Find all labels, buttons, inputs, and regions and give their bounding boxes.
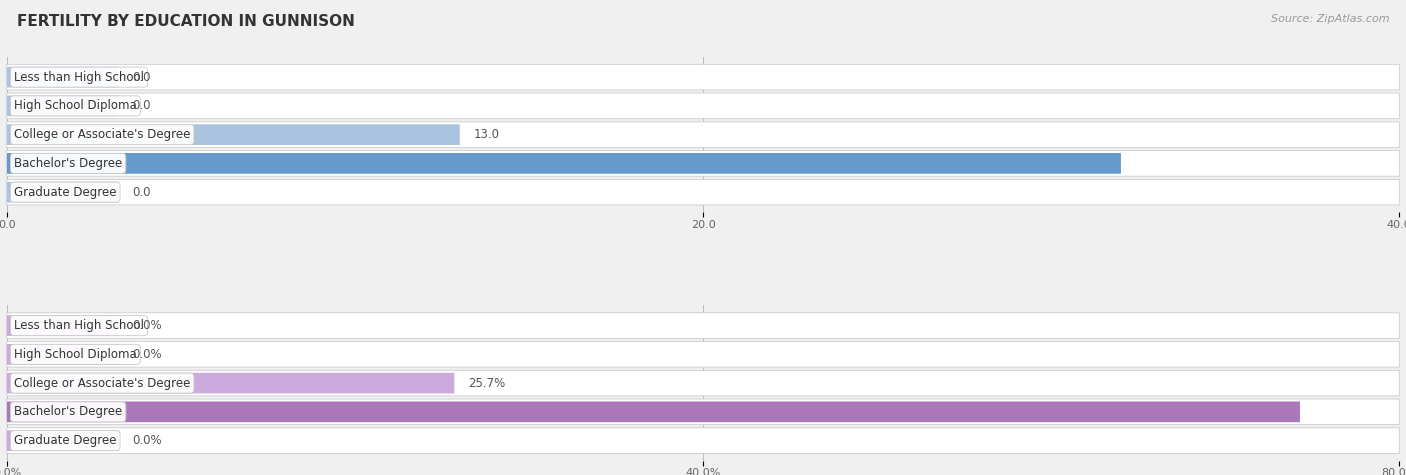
Text: 0.0: 0.0 [132, 186, 150, 199]
Text: Bachelor's Degree: Bachelor's Degree [14, 157, 122, 170]
FancyBboxPatch shape [7, 342, 1399, 367]
Text: 0.0: 0.0 [132, 99, 150, 113]
FancyBboxPatch shape [7, 64, 1399, 90]
Text: 25.7%: 25.7% [468, 377, 505, 389]
FancyBboxPatch shape [7, 428, 1399, 454]
FancyBboxPatch shape [7, 151, 1399, 176]
FancyBboxPatch shape [7, 401, 1301, 422]
FancyBboxPatch shape [7, 180, 1399, 205]
FancyBboxPatch shape [7, 153, 1121, 174]
FancyBboxPatch shape [7, 344, 118, 365]
FancyBboxPatch shape [7, 182, 118, 202]
FancyBboxPatch shape [7, 313, 1399, 338]
Text: Less than High School: Less than High School [14, 71, 143, 84]
Text: 32.0: 32.0 [1355, 157, 1385, 170]
Text: College or Associate's Degree: College or Associate's Degree [14, 377, 190, 389]
Text: High School Diploma: High School Diploma [14, 348, 136, 361]
FancyBboxPatch shape [7, 122, 1399, 147]
Text: 0.0%: 0.0% [132, 319, 162, 332]
Text: 0.0%: 0.0% [132, 348, 162, 361]
FancyBboxPatch shape [7, 67, 118, 87]
FancyBboxPatch shape [7, 95, 118, 116]
Text: 13.0: 13.0 [474, 128, 499, 141]
FancyBboxPatch shape [7, 399, 1399, 425]
Text: 0.0%: 0.0% [132, 434, 162, 447]
FancyBboxPatch shape [7, 124, 460, 145]
Text: Bachelor's Degree: Bachelor's Degree [14, 405, 122, 418]
Text: 74.3%: 74.3% [1344, 405, 1385, 418]
FancyBboxPatch shape [7, 93, 1399, 119]
FancyBboxPatch shape [7, 370, 1399, 396]
Text: Less than High School: Less than High School [14, 319, 143, 332]
Text: Graduate Degree: Graduate Degree [14, 434, 117, 447]
FancyBboxPatch shape [7, 373, 454, 393]
Text: High School Diploma: High School Diploma [14, 99, 136, 113]
Text: Graduate Degree: Graduate Degree [14, 186, 117, 199]
Text: Source: ZipAtlas.com: Source: ZipAtlas.com [1271, 14, 1389, 24]
FancyBboxPatch shape [7, 430, 118, 451]
FancyBboxPatch shape [7, 315, 118, 336]
Text: 0.0: 0.0 [132, 71, 150, 84]
Text: College or Associate's Degree: College or Associate's Degree [14, 128, 190, 141]
Text: FERTILITY BY EDUCATION IN GUNNISON: FERTILITY BY EDUCATION IN GUNNISON [17, 14, 354, 29]
